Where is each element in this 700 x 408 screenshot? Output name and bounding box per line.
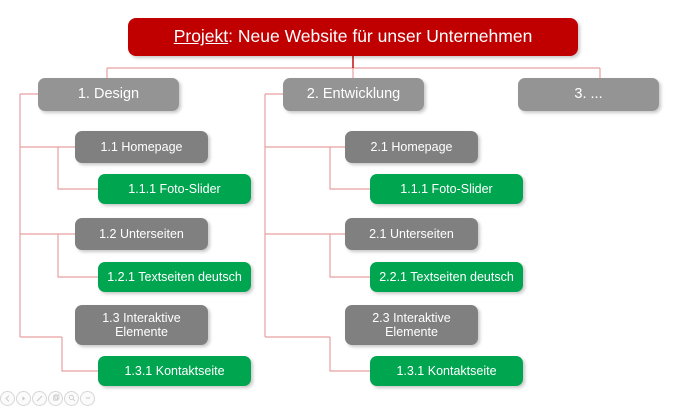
node-1-2-1-textseiten-deutsch[interactable]: 1.2.1 Textseiten deutsch <box>98 262 251 292</box>
node-2-entwicklung[interactable]: 2. Entwicklung <box>283 78 424 111</box>
node-2-3-interaktive-elemente-label-line1: 2.3 Interaktive <box>372 311 451 325</box>
project-title-prefix: Projekt <box>173 26 229 47</box>
node-2-1-homepage-label: 2.1 Homepage <box>370 140 453 154</box>
node-1-3-interaktive-elemente-label-line1: 1.3 Interaktive <box>102 311 181 325</box>
node-2-1-unterseiten-label: 2.1 Unterseiten <box>369 227 454 241</box>
zoom-icon[interactable] <box>64 390 79 406</box>
node-2-1-unterseiten[interactable]: 2.1 Unterseiten <box>345 218 478 250</box>
node-2-entwicklung-label: 2. Entwicklung <box>306 86 401 103</box>
node-2-3-interaktive-elemente[interactable]: 2.3 Interaktive Elemente <box>345 305 478 345</box>
previous-icon[interactable] <box>0 390 15 406</box>
project-title-rest: : Neue Website für unser Unternehmen <box>228 26 533 47</box>
copy-icon[interactable] <box>48 390 63 406</box>
node-2-1-1-foto-slider-label: 1.1.1 Foto-Slider <box>400 182 493 196</box>
node-1-1-homepage-label: 1.1 Homepage <box>100 140 183 154</box>
node-2-3-1-kontaktseite[interactable]: 1.3.1 Kontaktseite <box>370 356 523 386</box>
node-3-placeholder-label: 3. ... <box>574 86 603 103</box>
node-1-1-homepage[interactable]: 1.1 Homepage <box>75 131 208 163</box>
node-1-3-interaktive-elemente-label-line2: Elemente <box>115 325 168 339</box>
viewer-toolbar[interactable] <box>0 389 95 407</box>
minus-icon[interactable] <box>80 390 95 406</box>
node-1-3-1-kontaktseite-label: 1.3.1 Kontaktseite <box>124 364 225 378</box>
node-project-title[interactable]: Projekt: Neue Website für unser Unterneh… <box>128 18 578 56</box>
node-1-design[interactable]: 1. Design <box>38 78 179 111</box>
node-2-3-interaktive-elemente-label-line2: Elemente <box>385 325 438 339</box>
node-2-1-homepage[interactable]: 2.1 Homepage <box>345 131 478 163</box>
node-2-2-1-textseiten-deutsch[interactable]: 2.2.1 Textseiten deutsch <box>370 262 523 292</box>
node-1-1-1-foto-slider[interactable]: 1.1.1 Foto-Slider <box>98 174 251 204</box>
project-title-text: Projekt: Neue Website für unser Unterneh… <box>173 26 533 47</box>
node-1-3-1-kontaktseite[interactable]: 1.3.1 Kontaktseite <box>98 356 251 386</box>
node-1-2-unterseiten-label: 1.2 Unterseiten <box>99 227 184 241</box>
node-2-1-1-foto-slider[interactable]: 1.1.1 Foto-Slider <box>370 174 523 204</box>
node-1-design-label: 1. Design <box>77 86 140 103</box>
node-1-2-unterseiten[interactable]: 1.2 Unterseiten <box>75 218 208 250</box>
pen-icon[interactable] <box>32 390 47 406</box>
node-2-3-1-kontaktseite-label: 1.3.1 Kontaktseite <box>396 364 497 378</box>
node-1-3-interaktive-elemente[interactable]: 1.3 Interaktive Elemente <box>75 305 208 345</box>
node-1-1-1-foto-slider-label: 1.1.1 Foto-Slider <box>128 182 221 196</box>
node-3-placeholder[interactable]: 3. ... <box>518 78 659 111</box>
node-1-2-1-textseiten-deutsch-label: 1.2.1 Textseiten deutsch <box>107 270 242 284</box>
play-icon[interactable] <box>16 390 31 406</box>
node-2-2-1-textseiten-deutsch-label: 2.2.1 Textseiten deutsch <box>379 270 514 284</box>
